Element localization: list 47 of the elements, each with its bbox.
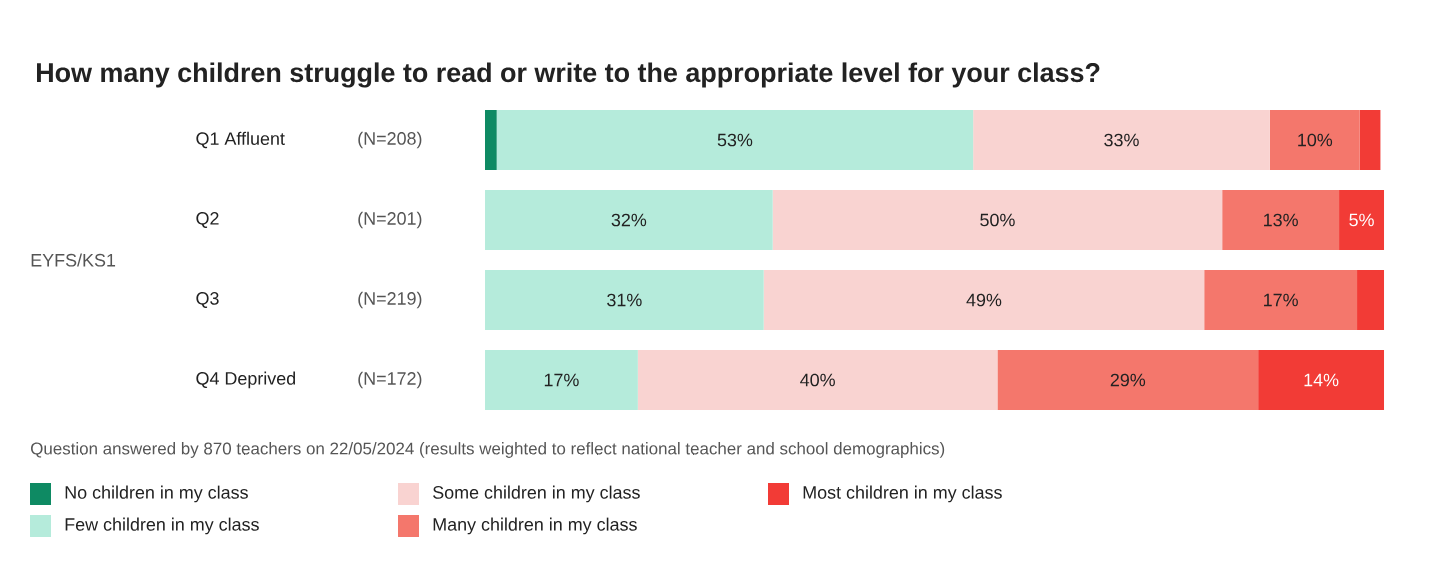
bar [997, 349, 1259, 410]
bar [973, 109, 1270, 170]
y-tick-label: Q3 [196, 292, 219, 308]
data-label: 29% [1110, 373, 1146, 387]
text: EYFS/KS1 [31, 253, 116, 267]
bar [485, 109, 497, 170]
bar [1359, 109, 1381, 170]
data-label: 17% [544, 373, 579, 387]
bar [485, 189, 773, 250]
text: (N=201) [358, 211, 422, 229]
bar [772, 189, 1223, 250]
y-tick-label: Q2 [196, 212, 219, 228]
data-label: 17% [1264, 293, 1298, 307]
legend-label: Most children in my class [803, 485, 1002, 503]
legend-label: Few children in my class [65, 517, 259, 535]
bar [763, 269, 1205, 330]
bar [1258, 349, 1385, 410]
bar [1339, 189, 1385, 250]
text: (N=208) [358, 131, 422, 149]
bar [1222, 189, 1340, 250]
bar [485, 269, 764, 330]
data-label: 50% [980, 213, 1015, 227]
bar [1269, 109, 1360, 170]
data-label: 5% [1349, 213, 1374, 227]
data-label: 31% [607, 293, 642, 307]
bar [1357, 269, 1385, 330]
data-label: 53% [717, 133, 753, 147]
data-label: 40% [800, 373, 835, 387]
text: Question answered by 870 teachers on 22/05/2024 (results weighted to reflect national teacher and school demographics) [31, 442, 945, 458]
data-label: 49% [966, 293, 1002, 307]
data-label: 13% [1264, 213, 1298, 227]
bar [496, 109, 974, 170]
text: (N=172) [358, 371, 422, 389]
data-label: 14% [1304, 373, 1339, 387]
y-tick-label: Q4 Deprived [196, 371, 296, 389]
text: (N=219) [358, 291, 422, 309]
data-label: 32% [611, 213, 647, 227]
bar [637, 349, 998, 410]
legend-label: No children in my class [65, 485, 248, 503]
data-label: 10% [1298, 133, 1333, 147]
legend-label: Some children in my class [433, 485, 640, 503]
y-tick-label: Q1 Affluent [196, 131, 285, 149]
legend-label: Many children in my class [433, 517, 637, 535]
bar [485, 349, 638, 410]
bar [1204, 269, 1358, 330]
data-label: 33% [1104, 133, 1139, 147]
chart-title: How many children struggle to read or write to the appropriate level for your class? [37, 62, 1100, 88]
